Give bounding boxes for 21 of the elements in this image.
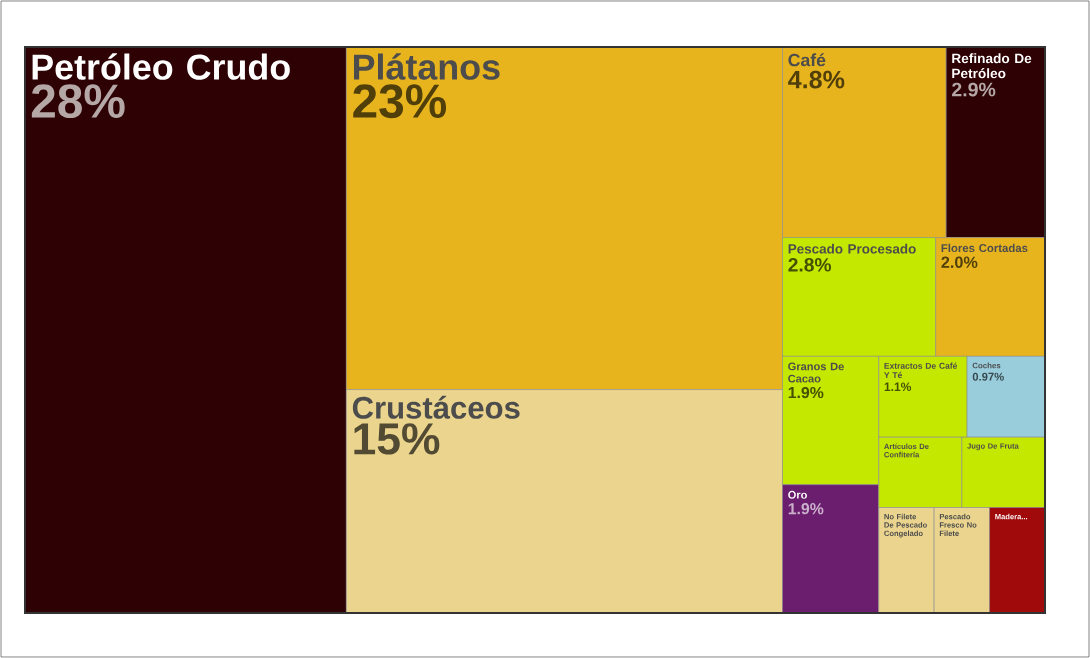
category-label: Plátanos <box>353 53 500 80</box>
data-label: 2.9% <box>952 82 996 97</box>
category-label: Granos De Cacao <box>788 362 844 383</box>
data-label: 15% <box>354 423 440 455</box>
category-label: Flores Cortadas <box>941 243 1028 253</box>
data-label: 2.0% <box>941 256 978 268</box>
data-label: 1.1% <box>884 382 912 391</box>
category-label: Petróleo Crudo <box>32 53 290 80</box>
data-label: 1.9% <box>788 503 824 515</box>
category-label: Extractos De Café Y Té <box>884 362 958 379</box>
data-label: 1.9% <box>788 386 824 399</box>
category-label: Café <box>788 53 826 67</box>
data-label: 4.8% <box>788 70 845 89</box>
category-label: Crustáceos <box>352 395 520 419</box>
category-label: Refinado De Petróleo <box>952 53 1032 79</box>
data-label: 2.8% <box>788 258 832 272</box>
category-label: Oro <box>788 490 807 499</box>
category-label: Pescado Procesado <box>788 243 916 254</box>
data-label: 0.97% <box>972 372 1004 381</box>
data-label: 28% <box>31 84 125 119</box>
data-label: 23% <box>353 84 447 119</box>
